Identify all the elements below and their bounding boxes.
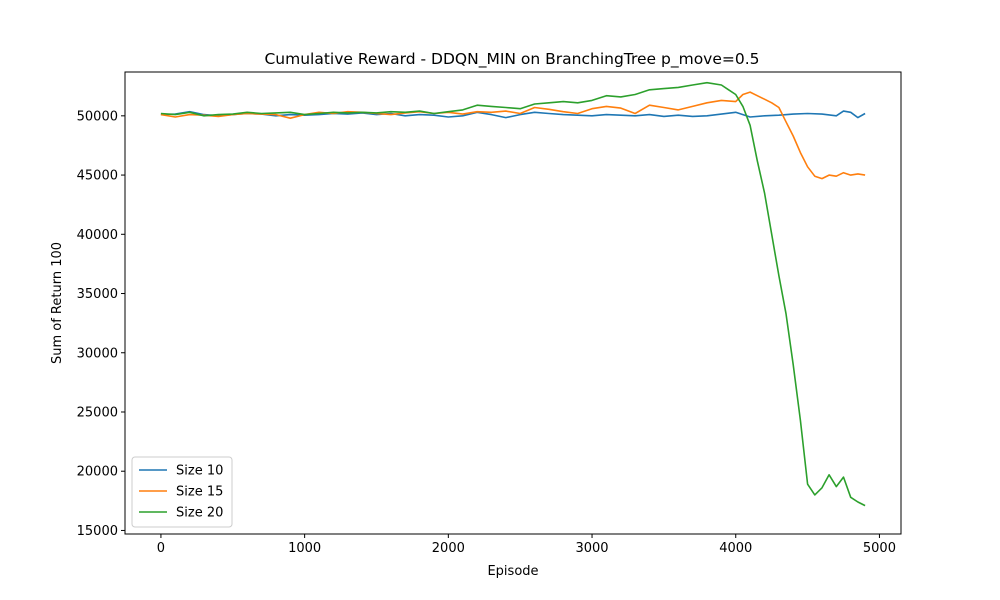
legend-box	[131, 456, 233, 528]
y-tick-label: 20000	[77, 465, 118, 480]
legend-label: Size 10	[176, 464, 223, 479]
y-axis: 15000 20000 25000 30000 35000 40000 45000 50000	[77, 109, 125, 539]
plot-frame	[124, 71, 902, 535]
y-tick-label: 15000	[77, 524, 118, 539]
y-tick-label: 45000	[77, 169, 118, 184]
y-tick-label: 40000	[77, 228, 118, 243]
y-tick-label: 50000	[77, 109, 118, 124]
x-tick-label: 0	[157, 541, 165, 556]
series-layer	[160, 81, 866, 507]
y-tick-label: 30000	[77, 346, 118, 361]
x-axis-label: Episode	[487, 564, 538, 579]
x-tick-label: 1000	[288, 541, 321, 556]
x-tick-label: 2000	[432, 541, 465, 556]
series-line-2	[160, 91, 866, 180]
x-axis: 0 1000 2000 3000 4000 5000	[157, 534, 896, 556]
legend-label: Size 20	[176, 506, 223, 521]
y-tick-label: 25000	[77, 405, 118, 420]
x-tick-label: 4000	[719, 541, 752, 556]
legend-label: Size 15	[176, 485, 223, 500]
x-tick-label: 5000	[863, 541, 896, 556]
legend: Size 10 Size 15 Size 20	[131, 456, 233, 528]
series-line-3	[160, 81, 866, 507]
series-line-1	[160, 110, 866, 119]
y-tick-label: 35000	[77, 287, 118, 302]
y-axis-label: Sum of Return 100	[50, 242, 65, 364]
x-tick-label: 3000	[575, 541, 608, 556]
chart-title: Cumulative Reward - DDQN_MIN on Branchin…	[264, 50, 759, 69]
